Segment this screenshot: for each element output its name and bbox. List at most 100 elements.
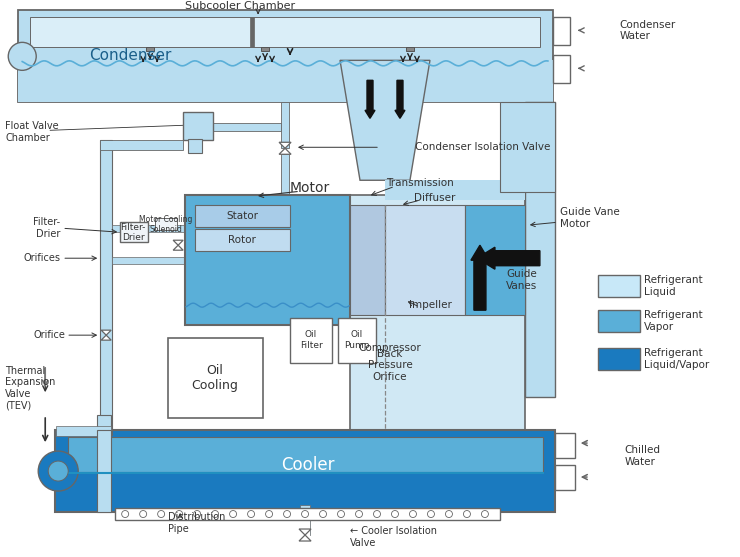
Bar [290,318,332,363]
Bar [250,17,254,47]
Bar [350,196,525,430]
Bar [553,17,570,45]
Circle shape [229,511,237,517]
Text: Refrigerant
Vapor: Refrigerant Vapor [644,310,702,332]
Text: Oil
Pump: Oil Pump [344,330,370,350]
Bar [100,140,112,435]
Text: Thermal
Expansion
Valve
(TEV): Thermal Expansion Valve (TEV) [5,366,55,411]
Text: Refrigerant
Liquid/Vapor: Refrigerant Liquid/Vapor [644,348,709,370]
Bar [385,205,465,315]
Bar [18,60,553,102]
Text: Cooler: Cooler [281,456,334,474]
Bar [338,318,376,363]
Text: Subcooler Chamber: Subcooler Chamber [185,1,295,11]
Text: Oil
Filter: Oil Filter [300,330,323,350]
Circle shape [121,511,129,517]
Text: Back
Pressure
Orifice: Back Pressure Orifice [368,349,412,382]
Circle shape [445,511,452,517]
Bar [555,465,575,490]
Text: Impeller: Impeller [408,300,451,310]
Circle shape [428,511,434,517]
FancyArrow shape [471,245,489,310]
Text: Condenser: Condenser [89,48,172,63]
FancyArrow shape [477,247,540,269]
Polygon shape [173,245,183,250]
Text: Guide
Vanes: Guide Vanes [506,270,537,291]
Text: Guide Vane
Motor: Guide Vane Motor [560,207,619,229]
Bar [183,113,213,140]
Text: Filter-
Drier: Filter- Drier [33,217,60,239]
Bar [385,180,525,201]
Bar [195,205,290,227]
Text: Refrigerant
Liquid: Refrigerant Liquid [644,275,702,297]
Circle shape [194,511,201,517]
Bar [553,55,570,84]
Text: Filter-
Drier: Filter- Drier [121,223,146,242]
Text: Distribution
Pipe: Distribution Pipe [168,512,226,534]
Bar [465,205,525,315]
Polygon shape [101,330,111,335]
Bar [300,512,310,536]
Bar [350,205,385,315]
Polygon shape [279,148,291,154]
Circle shape [355,511,363,517]
Text: Condenser Isolation Valve: Condenser Isolation Valve [415,142,551,152]
Bar [183,123,281,131]
Bar [100,140,183,150]
Bar [68,437,543,472]
Circle shape [212,511,218,517]
Circle shape [158,511,164,517]
Polygon shape [101,335,111,340]
Text: Motor Cooling
Solenoid: Motor Cooling Solenoid [139,214,193,234]
Bar [598,310,640,332]
Text: Float Valve
Chamber: Float Valve Chamber [5,121,59,143]
Bar [112,257,185,264]
Circle shape [391,511,398,517]
Circle shape [482,511,488,517]
Text: Rotor: Rotor [228,235,256,245]
Circle shape [48,461,68,481]
Bar [555,433,575,458]
Bar [97,415,111,435]
Circle shape [374,511,380,517]
Text: Stator: Stator [226,211,258,221]
Polygon shape [299,529,311,535]
Bar [188,139,202,153]
Bar [500,102,555,192]
Circle shape [266,511,272,517]
Bar [155,218,177,230]
FancyArrow shape [395,80,405,118]
Circle shape [140,511,147,517]
Bar [525,102,555,397]
Text: Motor: Motor [290,181,330,196]
Circle shape [283,511,291,517]
Text: Condenser
Water: Condenser Water [620,19,676,41]
Bar [598,275,640,297]
Circle shape [409,511,417,517]
Text: Oil
Cooling: Oil Cooling [192,364,238,392]
Bar [97,430,111,512]
Bar [281,102,289,148]
Text: Transmission: Transmission [386,178,454,188]
Bar [300,505,310,535]
Text: Diffuser: Diffuser [414,193,456,203]
Text: Orifices: Orifices [23,253,60,263]
Polygon shape [299,535,311,541]
Circle shape [337,511,345,517]
Bar [406,47,414,51]
Circle shape [248,511,255,517]
Circle shape [463,511,471,517]
Text: Compressor: Compressor [359,343,421,353]
Bar [598,348,640,370]
Bar [30,17,540,47]
Bar [261,47,269,51]
Bar [115,508,500,520]
Bar [195,229,290,251]
Text: Chilled
Water: Chilled Water [625,445,661,467]
Polygon shape [279,142,291,148]
Bar [18,11,553,102]
Bar [120,222,148,242]
Circle shape [175,511,183,517]
Polygon shape [340,60,430,180]
Bar [112,225,185,232]
